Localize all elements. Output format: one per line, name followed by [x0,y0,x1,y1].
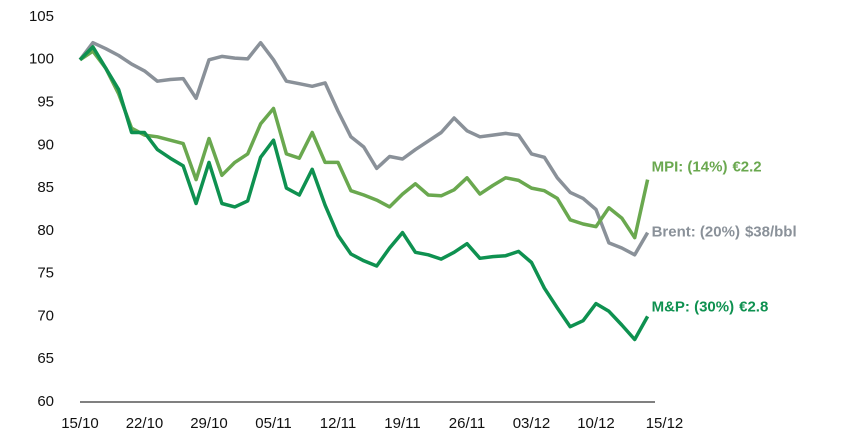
series-line [78,40,650,257]
series-note: €2.2 [732,159,761,176]
x-tick-label: 15/12 [646,415,684,432]
series-label: M&P: (30%) €2.8 [652,298,769,315]
y-tick-label: 60 [37,393,54,410]
y-tick-label: 80 [37,222,54,239]
series-line [78,45,650,342]
y-tick-label: 100 [29,51,54,68]
y-tick-label: 90 [37,136,54,153]
x-tick-label: 26/11 [449,415,485,432]
y-tick-label: 85 [37,179,54,196]
y-tick-label: 95 [37,94,54,111]
x-tick-label: 22/10 [126,415,164,432]
x-tick-label: 03/12 [513,415,551,432]
y-tick-label: 105 [29,8,54,25]
series-label: Brent: (20%) $38/bbl [652,224,797,241]
series-line [79,49,650,240]
x-tick-label: 29/10 [190,415,228,432]
x-tick-label: 15/10 [61,415,99,432]
y-tick-label: 70 [37,307,54,324]
x-tick-label: 05/11 [255,415,291,432]
series-name: MPI: (14%) [652,159,728,176]
series-note: €2.8 [739,298,768,315]
series-name: M&P: (30%) [652,298,735,315]
series-note: $38/bbl [745,224,797,241]
series-label: MPI: (14%) €2.2 [652,159,762,176]
x-tick-label: 12/11 [320,415,356,432]
x-tick-label: 10/12 [577,415,615,432]
x-tick-label: 19/11 [384,415,420,432]
series-name: Brent: (20%) [652,224,740,241]
y-tick-label: 65 [37,350,54,367]
y-tick-label: 75 [37,265,54,282]
